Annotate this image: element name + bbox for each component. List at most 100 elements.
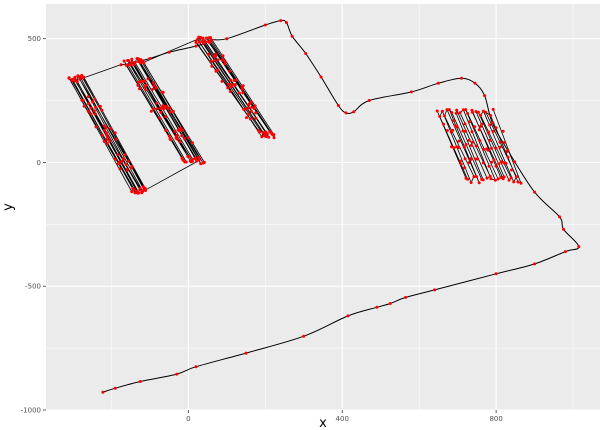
data-point (214, 54, 218, 58)
data-point (344, 111, 348, 115)
data-point (221, 54, 225, 58)
data-point (118, 167, 122, 171)
data-point (457, 146, 461, 149)
data-point (464, 108, 468, 112)
data-point (146, 77, 150, 81)
data-point (197, 155, 201, 159)
data-point (515, 175, 518, 179)
data-point (151, 87, 154, 91)
data-point (105, 142, 109, 145)
data-point (457, 139, 461, 143)
data-point (129, 61, 133, 65)
data-point (272, 133, 276, 137)
data-point (451, 128, 455, 132)
grid-major (46, 4, 600, 411)
data-point (443, 114, 446, 118)
data-point (156, 107, 160, 111)
y-axis-ticks: 500 0 -500 -1000 (21, 35, 46, 415)
data-point (455, 108, 459, 112)
block-link (145, 159, 201, 191)
data-point (388, 302, 392, 305)
data-point (442, 122, 446, 126)
data-point (108, 139, 112, 143)
data-point (248, 117, 252, 121)
data-point (516, 180, 520, 184)
data-point (155, 101, 159, 105)
data-point (133, 61, 137, 64)
data-point (158, 116, 162, 120)
data-point (494, 164, 498, 168)
data-point (73, 76, 77, 80)
data-point (137, 80, 140, 84)
data-point (194, 44, 198, 48)
data-point (243, 107, 247, 111)
data-point (78, 77, 82, 81)
data-point (479, 125, 482, 128)
data-point (252, 106, 256, 110)
data-point (167, 134, 171, 138)
data-point (180, 134, 184, 138)
data-point (176, 128, 180, 132)
data-point (452, 146, 456, 150)
data-point (167, 50, 171, 54)
data-point (375, 305, 379, 309)
data-point (175, 134, 179, 137)
data-point (472, 175, 476, 179)
data-point (503, 140, 507, 144)
data-point (119, 63, 123, 67)
data-point (469, 157, 473, 161)
data-point (149, 109, 153, 113)
data-point (501, 129, 505, 133)
data-point (124, 163, 128, 167)
data-point (190, 141, 194, 145)
data-point (506, 155, 510, 159)
data-point (476, 157, 480, 161)
data-point (279, 19, 283, 23)
data-point (487, 130, 490, 134)
data-point (245, 116, 248, 120)
data-point (143, 186, 147, 190)
data-point (246, 106, 250, 110)
data-point (168, 110, 172, 114)
data-point (197, 158, 201, 162)
data-point (463, 157, 467, 161)
block-link (82, 64, 122, 79)
data-point (474, 144, 478, 148)
data-point (186, 136, 190, 140)
data-point (254, 111, 258, 115)
data-point (161, 104, 165, 108)
data-point (117, 162, 121, 166)
data-point (237, 91, 241, 95)
data-point (223, 60, 227, 64)
data-point (499, 160, 503, 164)
x-tick-label: 400 (336, 415, 349, 423)
data-point (480, 122, 484, 126)
data-point (466, 112, 470, 115)
data-point (199, 162, 203, 166)
data-point (178, 140, 182, 144)
data-point (152, 81, 155, 85)
y-tick-label: -500 (25, 283, 41, 291)
data-point (562, 227, 565, 231)
data-point (129, 166, 133, 170)
data-point (488, 123, 492, 127)
data-point (474, 110, 478, 113)
data-point (93, 97, 97, 101)
data-point (492, 158, 496, 162)
data-point (435, 109, 439, 113)
data-point (473, 81, 477, 85)
data-point (142, 61, 146, 65)
data-point (89, 112, 93, 116)
data-point (263, 23, 267, 27)
data-point (241, 84, 245, 88)
x-axis-ticks: 0 400 800 (186, 410, 503, 423)
data-point (201, 37, 205, 41)
data-point (473, 125, 477, 129)
data-point (233, 83, 237, 87)
data-point (67, 76, 71, 80)
trajectory (102, 19, 580, 393)
data-point (159, 110, 163, 114)
data-point (476, 110, 480, 114)
data-point (483, 94, 487, 98)
data-point (100, 133, 104, 137)
